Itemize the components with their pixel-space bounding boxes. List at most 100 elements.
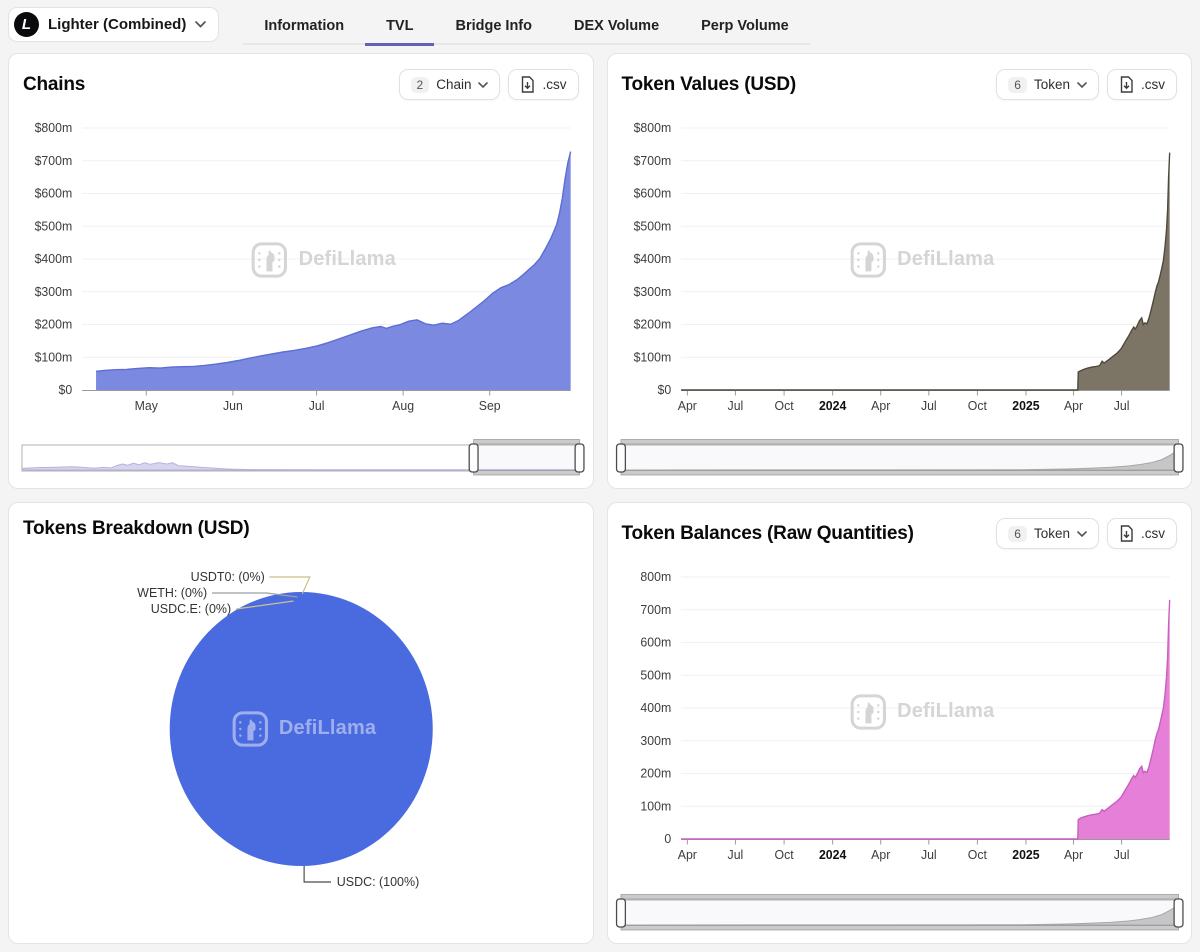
panel-title: Tokens Breakdown (USD) bbox=[23, 518, 250, 539]
series-line bbox=[95, 151, 572, 372]
token-balances-range-slider[interactable] bbox=[615, 892, 1184, 932]
panel-token-values-header: Token Values (USD) 6 Token .csv bbox=[608, 54, 1192, 104]
pie-label-line-usdc bbox=[303, 866, 331, 883]
panel-title: Chains bbox=[23, 73, 86, 95]
csv-label: .csv bbox=[1140, 526, 1165, 541]
x-axis-tick-label: Jul bbox=[309, 399, 325, 413]
tab-tvl[interactable]: TVL bbox=[365, 8, 435, 46]
token-balances-chart[interactable]: 0 100m 200m 300m 400m 500m 600m 700m 800m Apr Jul O… bbox=[618, 555, 1182, 888]
csv-file-icon bbox=[520, 76, 535, 93]
y-axis-tick-label: $300m bbox=[633, 285, 671, 299]
panel-actions: 2 Chain .csv bbox=[398, 69, 579, 100]
panel-title: Token Values (USD) bbox=[621, 73, 797, 95]
x-axis-tick-label: Jul bbox=[1113, 399, 1129, 413]
panel-title: Token Balances (Raw Quantities) bbox=[621, 522, 914, 544]
x-axis-tick-label: Sep bbox=[479, 399, 501, 413]
brush-mini-chart bbox=[21, 462, 581, 471]
brush-track[interactable] bbox=[619, 899, 1179, 927]
x-axis-tick-label: Apr bbox=[871, 848, 890, 862]
token-balances-area-chart[interactable]: 0 100m 200m 300m 400m 500m 600m 700m 800m Apr Jul O… bbox=[618, 555, 1182, 869]
y-axis-tick-label: $600m bbox=[35, 186, 73, 200]
y-axis-tick-label: 700m bbox=[640, 603, 671, 617]
brush-handle-right[interactable] bbox=[574, 443, 585, 473]
y-axis-tick-label: $0 bbox=[657, 383, 671, 397]
panel-token-balances-header: Token Balances (Raw Quantities) 6 Token … bbox=[608, 503, 1192, 553]
brush-selection[interactable] bbox=[620, 900, 1179, 926]
pie-label-usdc.e: USDC.E: (0%) bbox=[151, 601, 231, 616]
topbar: L Lighter (Combined) Information TVL Bridg… bbox=[0, 0, 1200, 46]
csv-label: .csv bbox=[1140, 77, 1165, 92]
x-axis-tick-label: Oct bbox=[774, 848, 794, 862]
csv-download-button[interactable]: .csv bbox=[1106, 518, 1177, 549]
y-axis-tick-label: $100m bbox=[35, 350, 73, 364]
csv-file-icon bbox=[1119, 76, 1134, 93]
protocol-selector[interactable]: L Lighter (Combined) bbox=[8, 7, 220, 42]
y-axis-tick-label: 400m bbox=[640, 701, 671, 715]
pie-label-line-usdc.e bbox=[235, 600, 294, 610]
brush-selection[interactable] bbox=[620, 445, 1179, 471]
tab-perp-volume[interactable]: Perp Volume bbox=[680, 8, 810, 46]
brush-track[interactable] bbox=[619, 444, 1179, 472]
chains-range-slider[interactable] bbox=[20, 437, 585, 477]
chevron-down-icon bbox=[1077, 81, 1087, 88]
x-axis-tick-label: Apr bbox=[677, 848, 696, 862]
chevron-down-icon bbox=[478, 81, 489, 88]
x-axis-tick-label: Jul bbox=[920, 848, 936, 862]
brush-selection-top-bar[interactable] bbox=[473, 439, 580, 445]
csv-download-button[interactable]: .csv bbox=[508, 69, 579, 100]
brush-handle-right[interactable] bbox=[1172, 898, 1184, 928]
brush-selection[interactable] bbox=[473, 445, 580, 471]
filter-count-badge: 6 bbox=[1008, 76, 1027, 93]
brush-handle-left[interactable] bbox=[615, 898, 626, 928]
brush-selection-top-bar[interactable] bbox=[620, 439, 1179, 445]
x-axis-tick-label: Apr bbox=[871, 399, 890, 413]
token-filter-button[interactable]: 6 Token bbox=[996, 518, 1099, 549]
brush-handle-right[interactable] bbox=[1172, 443, 1184, 473]
chain-filter-button[interactable]: 2 Chain bbox=[398, 69, 501, 100]
brush-handle-left[interactable] bbox=[615, 443, 626, 473]
tab-dex-volume[interactable]: DEX Volume bbox=[553, 8, 680, 46]
dashboard-grid: Chains 2 Chain .csv $0 $100m $200m $3 bbox=[0, 45, 1200, 952]
filter-label: Chain bbox=[436, 77, 472, 92]
tokens-breakdown-pie-chart[interactable]: USDC: (100%) USDT0: (0%)WETH: (0%)USDC.E:… bbox=[19, 546, 583, 932]
csv-download-button[interactable]: .csv bbox=[1106, 69, 1177, 100]
token-values-chart[interactable]: $0 $100m $200m $300m $400m $500m $600m $700m $80… bbox=[618, 106, 1182, 433]
brush-selection-bottom-bar[interactable] bbox=[620, 470, 1179, 476]
pie-label-usdc: USDC: (100%) bbox=[337, 874, 419, 889]
y-axis-tick-label: 0 bbox=[664, 832, 671, 846]
chains-area-chart[interactable]: $0 $100m $200m $300m $400m $500m $600m $700m $80… bbox=[19, 106, 583, 420]
x-axis-tick-label: Aug bbox=[392, 399, 414, 413]
y-axis-tick-label: 600m bbox=[640, 635, 671, 649]
x-axis-tick-label: 2025 bbox=[1012, 848, 1039, 862]
y-axis-tick-label: $500m bbox=[633, 219, 671, 233]
token-values-range-slider[interactable] bbox=[615, 437, 1184, 477]
brush-selection-top-bar[interactable] bbox=[620, 894, 1179, 900]
x-axis-tick-label: Jul bbox=[1113, 848, 1129, 862]
series-line bbox=[680, 599, 1170, 840]
pie-label-usdt0: USDT0: (0%) bbox=[191, 569, 265, 584]
pie-slice-usdc[interactable] bbox=[169, 592, 433, 866]
protocol-name: Lighter (Combined) bbox=[48, 16, 187, 33]
brush-selection-bottom-bar[interactable] bbox=[473, 470, 580, 476]
x-axis-tick-label: Jul bbox=[920, 399, 936, 413]
tokens-breakdown-chart[interactable]: USDC: (100%) USDT0: (0%) WETH: (0%) USDC.E:… bbox=[19, 546, 583, 943]
chains-chart[interactable]: $0 $100m $200m $300m $400m $500m $600m $700m $80… bbox=[19, 106, 583, 433]
csv-label: .csv bbox=[542, 77, 567, 92]
token-values-area-chart[interactable]: $0 $100m $200m $300m $400m $500m $600m $700m $80… bbox=[618, 106, 1182, 420]
brush-handle-left[interactable] bbox=[468, 443, 479, 473]
y-axis-tick-label: $500m bbox=[35, 219, 73, 233]
token-filter-button[interactable]: 6 Token bbox=[996, 69, 1099, 100]
y-axis-tick-label: $200m bbox=[35, 317, 73, 331]
protocol-logo-icon: L bbox=[14, 12, 39, 37]
filter-label: Token bbox=[1033, 77, 1070, 92]
tab-bridge-info[interactable]: Bridge Info bbox=[434, 8, 553, 46]
series-line bbox=[680, 152, 1170, 391]
x-axis-tick-label: Oct bbox=[967, 399, 987, 413]
x-axis-tick-label: Oct bbox=[774, 399, 794, 413]
x-axis-tick-label: Apr bbox=[1063, 848, 1082, 862]
tab-information[interactable]: Information bbox=[243, 8, 365, 46]
filter-count-badge: 6 bbox=[1008, 525, 1027, 542]
brush-selection-bottom-bar[interactable] bbox=[620, 925, 1179, 931]
y-axis-tick-label: $400m bbox=[35, 252, 73, 266]
filter-label: Token bbox=[1033, 526, 1070, 541]
